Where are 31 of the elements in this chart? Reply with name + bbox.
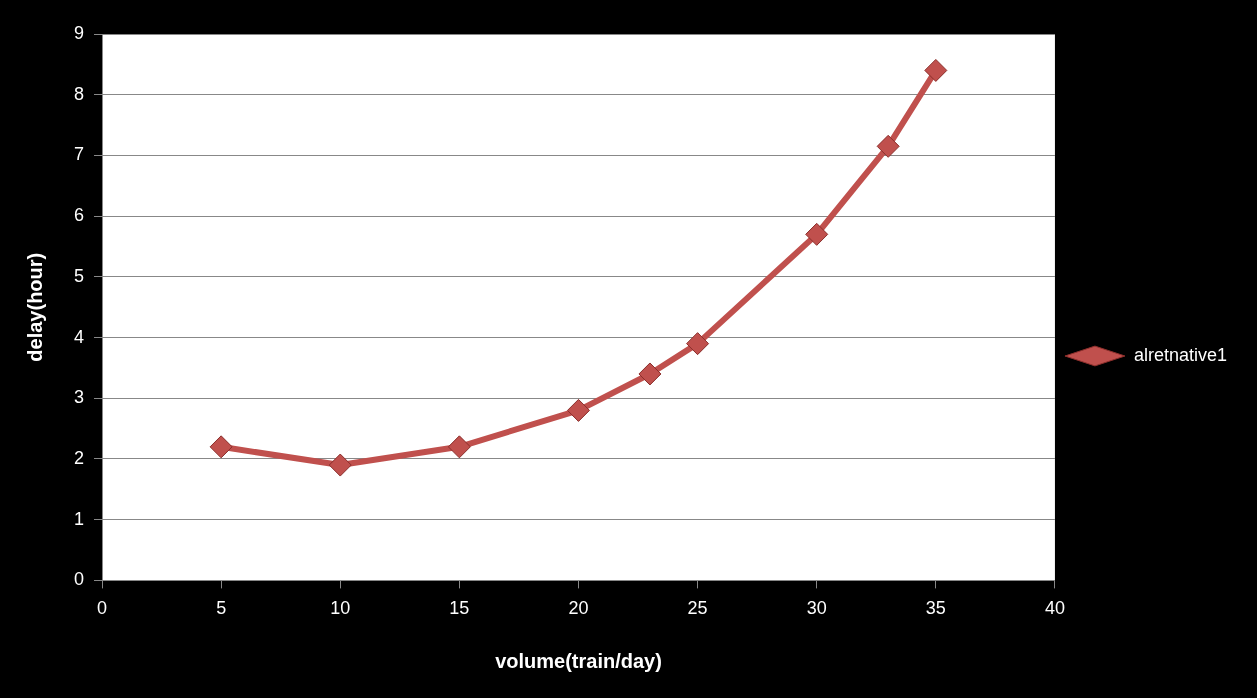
y-tick-label: 1 <box>74 508 85 529</box>
point <box>876 134 900 158</box>
point <box>924 58 948 82</box>
x-tick-label: 5 <box>216 598 227 619</box>
y-axis-title: delay(hour) <box>23 252 46 362</box>
y-tick-label: 8 <box>74 83 85 104</box>
y-tick-label: 5 <box>74 265 85 286</box>
point <box>638 362 662 386</box>
x-tick-label: 40 <box>1044 598 1065 619</box>
x-tick-label: 0 <box>97 598 108 619</box>
y-tick-label: 7 <box>74 144 85 165</box>
y-tick-label: 6 <box>74 205 85 226</box>
y-tick-label: 3 <box>74 387 85 408</box>
y-tick-label: 9 <box>74 22 85 43</box>
x-tick-label: 15 <box>449 598 470 619</box>
point <box>805 222 829 246</box>
point <box>328 453 352 477</box>
x-axis-title: volume(train/day) <box>495 649 662 672</box>
point <box>209 435 233 459</box>
point <box>566 398 590 422</box>
y-tick-label: 2 <box>74 447 85 468</box>
y-tick-label: 4 <box>74 326 85 347</box>
x-tick-label: 20 <box>568 598 589 619</box>
legend-label: alretnative1 <box>1133 344 1227 365</box>
x-tick-label: 25 <box>687 598 708 619</box>
x-tick-label: 35 <box>925 598 946 619</box>
point <box>447 435 471 459</box>
point <box>686 332 710 356</box>
x-tick-label: 10 <box>330 598 351 619</box>
x-tick-label: 30 <box>806 598 827 619</box>
y-tick-label: 0 <box>74 569 85 590</box>
